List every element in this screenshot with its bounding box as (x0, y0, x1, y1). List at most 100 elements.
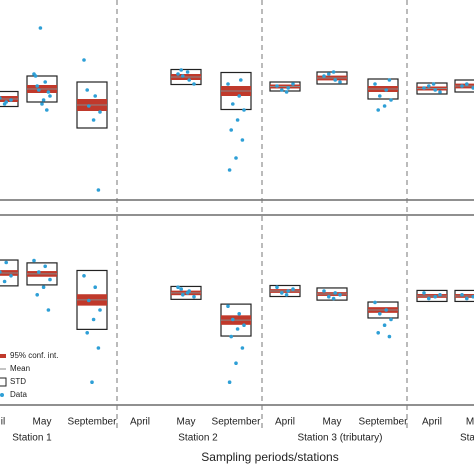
data-point (322, 74, 326, 78)
data-point (422, 291, 426, 295)
data-point (275, 84, 279, 88)
data-point (192, 82, 196, 86)
data-point (427, 84, 431, 88)
data-point (471, 86, 474, 90)
data-point (98, 308, 102, 312)
data-point (373, 300, 377, 305)
data-point (85, 88, 89, 92)
data-point (433, 294, 438, 299)
data-point (242, 323, 246, 328)
data-point (181, 74, 185, 78)
data-point (373, 82, 377, 86)
x-tick-label: September (359, 417, 409, 428)
data-point (45, 108, 49, 112)
legend-label: STD (10, 377, 26, 386)
x-tick-label: April (275, 417, 295, 428)
data-point (275, 285, 279, 290)
x-tick-label: April (422, 417, 442, 428)
data-point (427, 296, 431, 301)
data-point (192, 294, 196, 299)
data-point (91, 317, 96, 322)
data-point (226, 304, 230, 309)
data-point (378, 94, 382, 98)
data-point (35, 84, 39, 88)
data-point (231, 102, 235, 106)
data-point (471, 294, 474, 299)
data-point (229, 334, 233, 339)
data-point (239, 78, 243, 82)
data-point (240, 346, 245, 350)
data-point (234, 156, 238, 160)
data-point (41, 285, 46, 290)
data-point (235, 118, 240, 122)
data-point (237, 312, 241, 316)
legend-label: 95% conf. int. (10, 351, 58, 360)
data-point (187, 78, 191, 82)
data-point (422, 86, 426, 90)
data-point (280, 88, 284, 92)
data-point (240, 138, 245, 142)
data-point (327, 294, 331, 299)
data-point (234, 361, 238, 366)
x-tick-label: M (466, 417, 474, 428)
data-point (185, 291, 190, 295)
data-point (96, 346, 101, 350)
data-point (226, 82, 230, 86)
data-point (242, 108, 246, 112)
data-point (82, 274, 86, 278)
data-point (338, 80, 342, 84)
x-tick-label: May (323, 417, 342, 428)
data-point (32, 258, 36, 263)
data-point (376, 331, 381, 335)
data-point (382, 323, 387, 328)
data-point (48, 277, 52, 282)
legend-label: Mean (10, 364, 30, 373)
data-point (438, 293, 442, 297)
data-point (384, 308, 389, 312)
data-point (227, 168, 232, 172)
data-point (98, 110, 102, 114)
x-axis-label: Sampling periods/stations (201, 450, 338, 464)
data-point (433, 88, 438, 92)
data-point (237, 94, 241, 98)
x-tick-label: il (1, 417, 5, 428)
data-point (286, 289, 291, 293)
data-point (4, 260, 8, 265)
data-point (87, 298, 91, 303)
data-point (91, 118, 96, 122)
data-point (185, 70, 190, 74)
data-point (382, 104, 387, 108)
data-point (438, 90, 442, 94)
data-point (327, 72, 331, 76)
data-point (338, 293, 342, 297)
data-point (389, 98, 393, 102)
data-point (9, 274, 13, 278)
data-point (93, 285, 97, 290)
data-point (284, 293, 289, 297)
group-label: Station 2 (178, 433, 218, 444)
data-point (331, 296, 336, 301)
data-point (389, 317, 393, 322)
data-point (43, 264, 47, 269)
data-point (291, 82, 295, 86)
data-point (322, 289, 326, 293)
data-point (280, 291, 284, 295)
data-point (41, 98, 46, 102)
data-point (235, 327, 240, 331)
legend-symbol (0, 377, 7, 387)
data-point (333, 291, 338, 295)
data-point (465, 82, 469, 86)
data-point (181, 293, 185, 297)
data-point (93, 94, 97, 98)
data-point (176, 72, 180, 76)
data-point (231, 317, 235, 322)
data-point (90, 380, 94, 385)
data-point (43, 80, 47, 84)
x-tick-label: September (68, 417, 118, 428)
x-tick-label: May (33, 417, 52, 428)
data-point (431, 82, 436, 86)
data-point (176, 285, 180, 290)
data-point (40, 102, 44, 106)
data-point (85, 331, 89, 335)
data-point (87, 104, 91, 108)
